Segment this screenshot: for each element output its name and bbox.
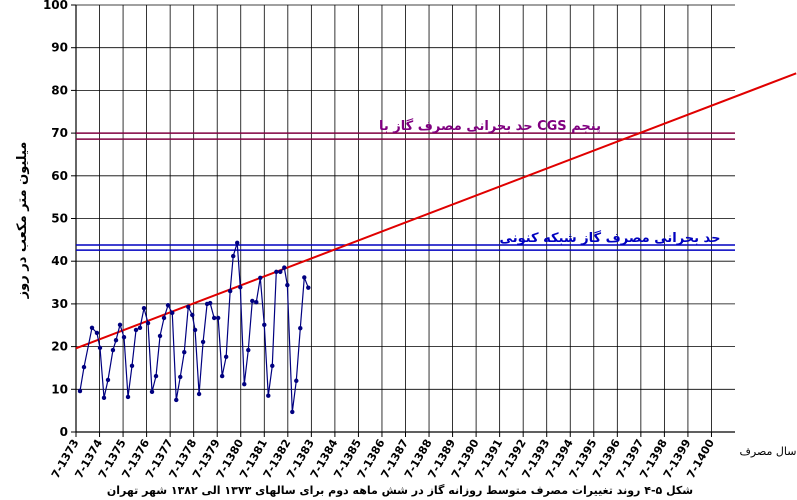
data-point	[137, 325, 143, 331]
caption: شکل ۵-۴ روند تغییرات مصرف متوسط روزانه گ…	[107, 484, 693, 497]
data-point	[161, 315, 167, 321]
y-tick-label: 60	[51, 169, 68, 183]
annotation: حد بحرانی مصرف گاز شبکه کنونی	[500, 230, 721, 246]
data-point	[170, 310, 175, 316]
data-point	[215, 315, 221, 321]
data-point	[141, 305, 147, 311]
data-point	[101, 395, 107, 401]
data-point	[182, 349, 187, 355]
data-point	[77, 388, 83, 394]
data-point	[258, 275, 263, 281]
data-point	[121, 335, 127, 340]
data-point	[274, 269, 279, 275]
data-point	[186, 304, 191, 310]
data-point	[149, 389, 155, 395]
y-tick-label: 90	[51, 41, 68, 55]
data-point	[306, 285, 311, 290]
data-point	[113, 337, 119, 343]
y-tick-label: 50	[51, 212, 68, 226]
data-point	[254, 299, 259, 305]
data-point	[227, 288, 233, 294]
data-point	[207, 300, 213, 306]
data-point	[250, 298, 255, 304]
data-point	[290, 409, 295, 415]
data-point	[97, 345, 103, 351]
data-point	[129, 363, 135, 369]
y-tick-label: 30	[51, 297, 68, 311]
data-point	[125, 394, 131, 400]
data-point	[282, 265, 287, 270]
data-point	[238, 285, 243, 290]
data-point	[190, 312, 195, 318]
y-tick-label: 10	[51, 382, 68, 396]
data-point	[165, 302, 171, 308]
y-tick-label: 40	[51, 254, 68, 268]
y-tick-label: 100	[43, 0, 68, 12]
data-point	[174, 397, 179, 403]
data-point	[223, 354, 229, 360]
data-point	[235, 240, 240, 246]
data-point	[89, 325, 95, 331]
data-point	[278, 269, 283, 275]
data-point	[153, 373, 159, 379]
data-point	[110, 347, 116, 353]
data-point	[302, 275, 307, 280]
data-point	[231, 253, 236, 259]
data-line	[79, 242, 309, 413]
y-tick-label: 70	[51, 126, 68, 140]
y-axis-title: میلیون متر مکعب در روز	[15, 142, 30, 300]
data-point	[270, 363, 275, 369]
data-point	[246, 347, 251, 353]
data-point	[294, 378, 299, 383]
data-point	[285, 282, 290, 288]
data-point	[211, 315, 217, 321]
x-axis-title: سال مصرف	[740, 445, 797, 458]
y-tick-label: 80	[51, 83, 68, 97]
data-point	[145, 320, 151, 326]
data-point	[266, 393, 271, 398]
data-point	[105, 377, 111, 383]
data-point	[298, 326, 303, 331]
data-point	[219, 373, 225, 379]
data-point	[94, 330, 100, 336]
data-point	[192, 327, 198, 333]
annotation: حد بحرانی مصرف گاز با CGS پنجم	[379, 118, 601, 134]
data-point	[200, 339, 206, 345]
data-point	[242, 381, 247, 387]
y-tick-label: 0	[60, 425, 68, 439]
data-point	[117, 322, 123, 328]
y-tick-label: 20	[51, 340, 68, 354]
data-point	[133, 327, 139, 333]
data-point	[196, 391, 202, 397]
data-point	[262, 322, 267, 328]
data-point	[81, 364, 87, 370]
data-point	[157, 333, 163, 339]
trend-line	[75, 72, 797, 350]
data-point	[178, 374, 183, 380]
